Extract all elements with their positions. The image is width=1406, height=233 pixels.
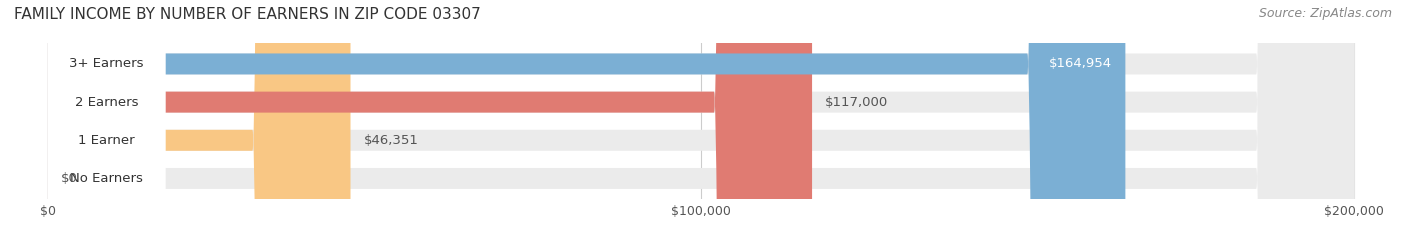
Text: FAMILY INCOME BY NUMBER OF EARNERS IN ZIP CODE 03307: FAMILY INCOME BY NUMBER OF EARNERS IN ZI…	[14, 7, 481, 22]
FancyBboxPatch shape	[48, 0, 350, 233]
Text: 3+ Earners: 3+ Earners	[69, 58, 143, 70]
Text: 2 Earners: 2 Earners	[75, 96, 138, 109]
Text: No Earners: No Earners	[70, 172, 143, 185]
Text: $117,000: $117,000	[825, 96, 889, 109]
Text: $164,954: $164,954	[1049, 58, 1112, 70]
FancyBboxPatch shape	[48, 0, 166, 233]
FancyBboxPatch shape	[48, 0, 166, 233]
Text: $46,351: $46,351	[364, 134, 419, 147]
FancyBboxPatch shape	[48, 0, 1354, 233]
FancyBboxPatch shape	[48, 0, 1354, 233]
Text: 1 Earner: 1 Earner	[79, 134, 135, 147]
FancyBboxPatch shape	[48, 0, 813, 233]
FancyBboxPatch shape	[48, 0, 1125, 233]
FancyBboxPatch shape	[48, 0, 1354, 233]
FancyBboxPatch shape	[48, 0, 1354, 233]
Text: Source: ZipAtlas.com: Source: ZipAtlas.com	[1258, 7, 1392, 20]
FancyBboxPatch shape	[48, 0, 166, 233]
FancyBboxPatch shape	[48, 0, 166, 233]
Text: $0: $0	[60, 172, 77, 185]
